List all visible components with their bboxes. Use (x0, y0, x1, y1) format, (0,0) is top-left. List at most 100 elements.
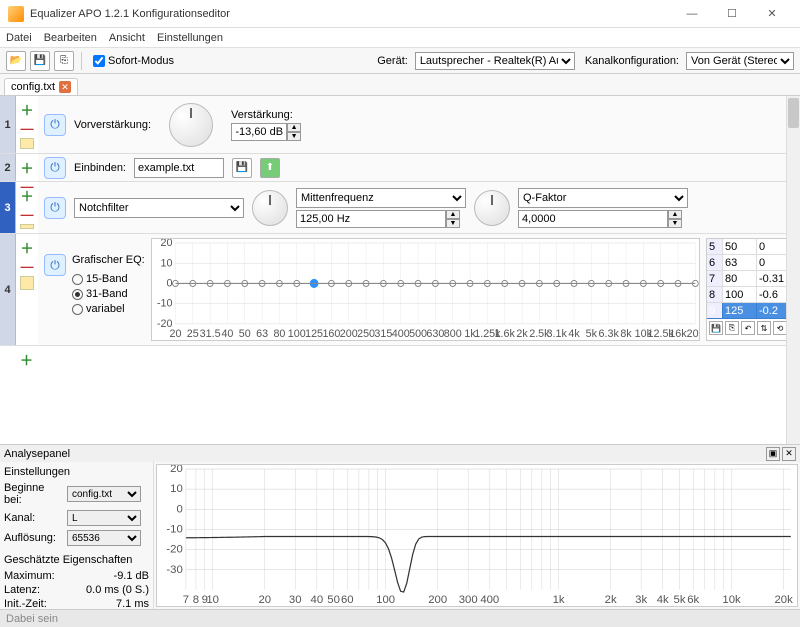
toolbar: 📂 💾 ⎘ Sofort-Modus Gerät: Lautsprecher -… (0, 48, 800, 74)
save-icon[interactable]: 💾 (709, 321, 723, 335)
tab-label: config.txt (11, 81, 55, 93)
add-icon[interactable]: ＋ (20, 186, 33, 205)
power-toggle[interactable]: ⏻ (44, 197, 66, 219)
graphic-eq-label: Grafischer EQ: (72, 254, 145, 266)
undock-button[interactable]: ▣ (766, 447, 780, 461)
remove-icon[interactable]: — (21, 259, 34, 274)
svg-text:8: 8 (193, 594, 199, 606)
saveall-button[interactable]: ⎘ (54, 51, 74, 71)
gain-input[interactable] (231, 123, 287, 141)
svg-text:3k: 3k (635, 594, 647, 606)
menu-settings[interactable]: Einstellungen (157, 32, 223, 44)
reset-icon[interactable]: ⟲ (773, 321, 787, 335)
undo-icon[interactable]: ↶ (741, 321, 755, 335)
svg-text:30: 30 (289, 594, 302, 606)
q-input[interactable] (518, 210, 668, 228)
instant-mode-checkbox[interactable] (93, 55, 105, 67)
resolution-select[interactable]: 65536 (67, 530, 141, 546)
browse-file-button[interactable]: 💾 (232, 158, 252, 178)
svg-text:800: 800 (444, 328, 462, 340)
gain-label: Verstärkung: (231, 109, 301, 121)
svg-text:31.5: 31.5 (199, 328, 220, 340)
svg-text:-20: -20 (166, 544, 182, 556)
menu-edit[interactable]: Bearbeiten (44, 32, 97, 44)
menu-view[interactable]: Ansicht (109, 32, 145, 44)
svg-text:100: 100 (288, 328, 306, 340)
device-select[interactable]: Lautsprecher - Realtek(R) Audio (415, 52, 575, 70)
tab-close-icon[interactable]: ✕ (59, 81, 71, 93)
radio-31band[interactable]: 31-Band (72, 288, 145, 300)
svg-text:125: 125 (305, 328, 323, 340)
minimize-button[interactable]: — (672, 0, 712, 28)
svg-text:6k: 6k (687, 594, 699, 606)
analysis-settings-label: Einstellungen (4, 466, 149, 478)
channel-config-select[interactable]: Von Gerät (Stereo) (686, 52, 794, 70)
table-row[interactable]: 8100-0.6 (707, 287, 793, 303)
remove-icon[interactable]: — (21, 121, 34, 136)
radio-15band[interactable]: 15-Band (72, 273, 145, 285)
channel-select[interactable]: L (67, 510, 141, 526)
power-toggle[interactable]: ⏻ (44, 254, 66, 276)
svg-text:63: 63 (256, 328, 268, 340)
add-icon[interactable]: ＋ (20, 158, 33, 177)
radio-variable[interactable]: variabel (72, 303, 145, 315)
open-button[interactable]: 📂 (6, 51, 26, 71)
close-button[interactable]: ✕ (752, 0, 792, 28)
svg-text:16k: 16k (669, 328, 687, 340)
svg-text:20k: 20k (774, 594, 793, 606)
content-scrollbar[interactable] (786, 96, 800, 462)
maximize-button[interactable]: ☐ (712, 0, 752, 28)
freq-knob[interactable] (252, 190, 288, 226)
edit-icon[interactable] (20, 224, 34, 229)
row-number-3[interactable]: 3 (0, 182, 16, 233)
q-mode-select[interactable]: Q-Faktor (518, 188, 688, 208)
analysis-chart[interactable]: 20100-10-20-3078910203040506010020030040… (156, 464, 798, 607)
svg-text:20k: 20k (686, 328, 699, 340)
svg-text:400: 400 (480, 594, 499, 606)
eq-chart[interactable]: 20100-10-20202531.5405063801001251602002… (151, 238, 700, 341)
svg-text:4k: 4k (568, 328, 580, 340)
preamp-label: Vorverstärkung: (74, 119, 151, 131)
svg-text:315: 315 (374, 328, 392, 340)
svg-text:4k: 4k (657, 594, 669, 606)
add-icon[interactable]: ＋ (20, 100, 33, 119)
table-row[interactable]: 9125-0.2 (707, 303, 793, 319)
row-number-1[interactable]: 1 (0, 96, 16, 153)
include-file-input[interactable] (134, 158, 224, 178)
begin-select[interactable]: config.txt (67, 486, 141, 502)
add-icon[interactable]: ＋ (20, 238, 33, 257)
freq-mode-select[interactable]: Mittenfrequenz (296, 188, 466, 208)
spin-up[interactable]: ▲ (287, 123, 301, 132)
edit-icon[interactable] (20, 276, 34, 290)
save-button[interactable]: 💾 (30, 51, 50, 71)
preamp-knob[interactable] (169, 103, 213, 147)
q-knob[interactable] (474, 190, 510, 226)
svg-text:20: 20 (258, 594, 271, 606)
svg-text:250: 250 (357, 328, 375, 340)
remove-icon[interactable]: — (21, 207, 34, 222)
table-row[interactable]: 5500 (707, 239, 793, 255)
analysis-title: Analysepanel (4, 448, 70, 460)
menu-file[interactable]: Datei (6, 32, 32, 44)
svg-text:300: 300 (459, 594, 478, 606)
close-panel-button[interactable]: ✕ (782, 447, 796, 461)
power-toggle[interactable]: ⏻ (44, 157, 66, 179)
svg-text:5k: 5k (585, 328, 597, 340)
row-number-2[interactable]: 2 (0, 154, 16, 181)
freq-input[interactable] (296, 210, 446, 228)
table-row[interactable]: 6630 (707, 255, 793, 271)
spin-down[interactable]: ▼ (287, 132, 301, 141)
open-file-button[interactable]: ⬆ (260, 158, 280, 178)
tab-config[interactable]: config.txt ✕ (4, 78, 78, 95)
svg-text:630: 630 (426, 328, 444, 340)
statusbar: Dabei sein (0, 609, 800, 627)
power-toggle[interactable]: ⏻ (44, 114, 66, 136)
eq-band-table[interactable]: 55006630780-0.318100-0.69125-0.2 💾⎘↶⇅⟲ (706, 238, 794, 341)
copy-icon[interactable]: ⎘ (725, 321, 739, 335)
edit-icon[interactable] (20, 138, 34, 149)
invert-icon[interactable]: ⇅ (757, 321, 771, 335)
add-row-end[interactable]: ＋ (20, 350, 780, 369)
row-number-4[interactable]: 4 (0, 234, 16, 345)
table-row[interactable]: 780-0.31 (707, 271, 793, 287)
filter-type-select[interactable]: Notchfilter (74, 198, 244, 218)
